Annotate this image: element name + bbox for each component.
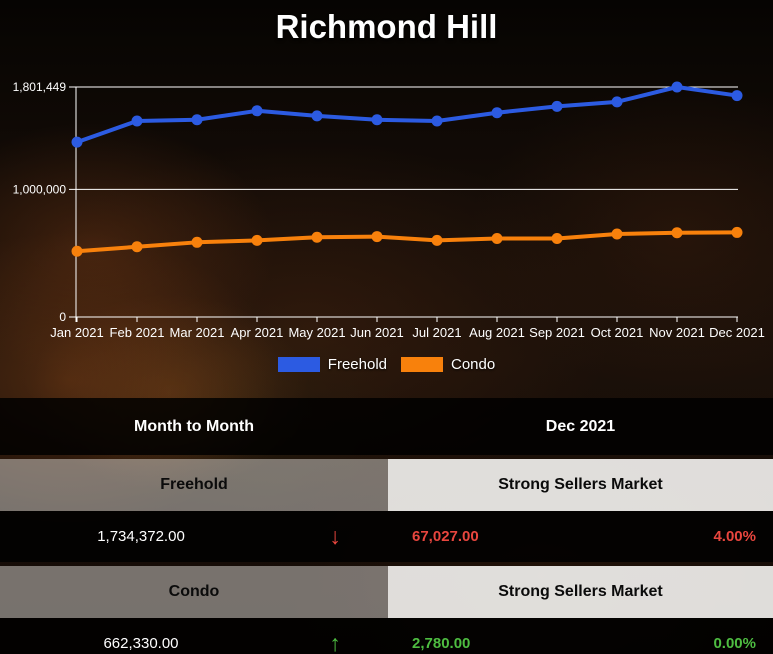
condo-values-row: 662,330.00 ↑ 2,780.00 0.00% (0, 618, 773, 654)
table-header-row: Month to Month Dec 2021 (0, 398, 773, 455)
freehold-data-point (731, 90, 743, 102)
freehold-legend-label: Freehold (327, 355, 387, 373)
freehold-data-point (251, 105, 263, 117)
condo-change-percent: 0.00% (713, 635, 756, 652)
down-arrow-icon: ↓ (329, 523, 341, 549)
up-arrow-icon: ↑ (329, 630, 341, 654)
freehold-data-point (71, 136, 83, 148)
condo-label: Condo (0, 566, 388, 618)
condo-data-point (431, 234, 443, 246)
condo-data-point (611, 228, 623, 240)
condo-data-point (131, 241, 143, 253)
legend-item-freehold: Freehold (277, 355, 387, 373)
column-header-dec-2021: Dec 2021 (545, 417, 616, 435)
freehold-data-point (431, 115, 443, 127)
x-axis-tick-label: Oct 2021 (591, 325, 644, 340)
x-axis-tick-label: Sep 2021 (529, 325, 585, 340)
x-axis-tick-label: Mar 2021 (170, 325, 225, 340)
condo-data-point (551, 232, 563, 244)
freehold-data-point (311, 110, 323, 122)
freehold-market-status: Strong Sellers Market (388, 459, 773, 511)
freehold-data-point (671, 81, 683, 93)
x-axis-tick-label: Dec 2021 (709, 325, 765, 340)
condo-data-point (311, 231, 323, 243)
condo-data-point (371, 231, 383, 243)
condo-swatch-icon (401, 356, 443, 372)
legend-item-condo: Condo (401, 356, 495, 373)
freehold-label: Freehold (0, 459, 388, 511)
freehold-data-point (551, 100, 563, 112)
condo-data-point (191, 236, 203, 248)
condo-data-point (731, 226, 743, 238)
freehold-values-row: 1,734,372.00 ↓ 67,027.00 4.00% (0, 511, 773, 562)
x-axis-tick-label: Jun 2021 (350, 325, 404, 340)
condo-market-status: Strong Sellers Market (388, 566, 773, 618)
freehold-line (75, 85, 739, 145)
freehold-section-row: Freehold Strong Sellers Market (0, 459, 773, 511)
freehold-price: 1,734,372.00 (97, 528, 185, 545)
y-axis-tick-label: 0 (59, 310, 66, 324)
freehold-data-point (491, 107, 503, 119)
x-axis-tick-label: Feb 2021 (110, 325, 165, 340)
y-axis-tick-label: 1,801,449 (13, 80, 67, 94)
x-axis-tick-label: Nov 2021 (649, 325, 705, 340)
freehold-swatch-icon (277, 356, 320, 372)
condo-line (75, 230, 739, 254)
x-axis-tick-label: Apr 2021 (231, 325, 284, 340)
x-axis-tick-label: Aug 2021 (469, 325, 525, 340)
x-axis-tick-label: Jan 2021 (50, 325, 104, 340)
condo-data-point (671, 227, 683, 239)
condo-data-point (491, 232, 503, 244)
freehold-change-amount: 67,027.00 (412, 528, 479, 545)
chart-legend: Freehold Condo (0, 355, 773, 373)
condo-legend-label: Condo (451, 355, 496, 373)
freehold-data-point (131, 115, 143, 127)
condo-data-point (71, 245, 83, 257)
condo-change-amount: 2,780.00 (412, 635, 471, 652)
freehold-change-percent: 4.00% (713, 528, 756, 545)
condo-section-row: Condo Strong Sellers Market (0, 566, 773, 618)
x-axis-tick-label: Jul 2021 (412, 325, 461, 340)
market-summary-table: Month to Month Dec 2021 Freehold Strong … (0, 398, 773, 654)
freehold-data-point (371, 114, 383, 126)
column-header-month-to-month: Month to Month (134, 417, 254, 435)
condo-data-point (251, 234, 263, 246)
x-axis-tick-label: May 2021 (288, 325, 345, 340)
freehold-data-point (611, 96, 623, 108)
condo-price: 662,330.00 (103, 635, 179, 652)
freehold-data-point (191, 114, 203, 126)
y-axis-tick-label: 1,000,000 (13, 182, 67, 196)
page-title: Richmond Hill (275, 8, 498, 45)
